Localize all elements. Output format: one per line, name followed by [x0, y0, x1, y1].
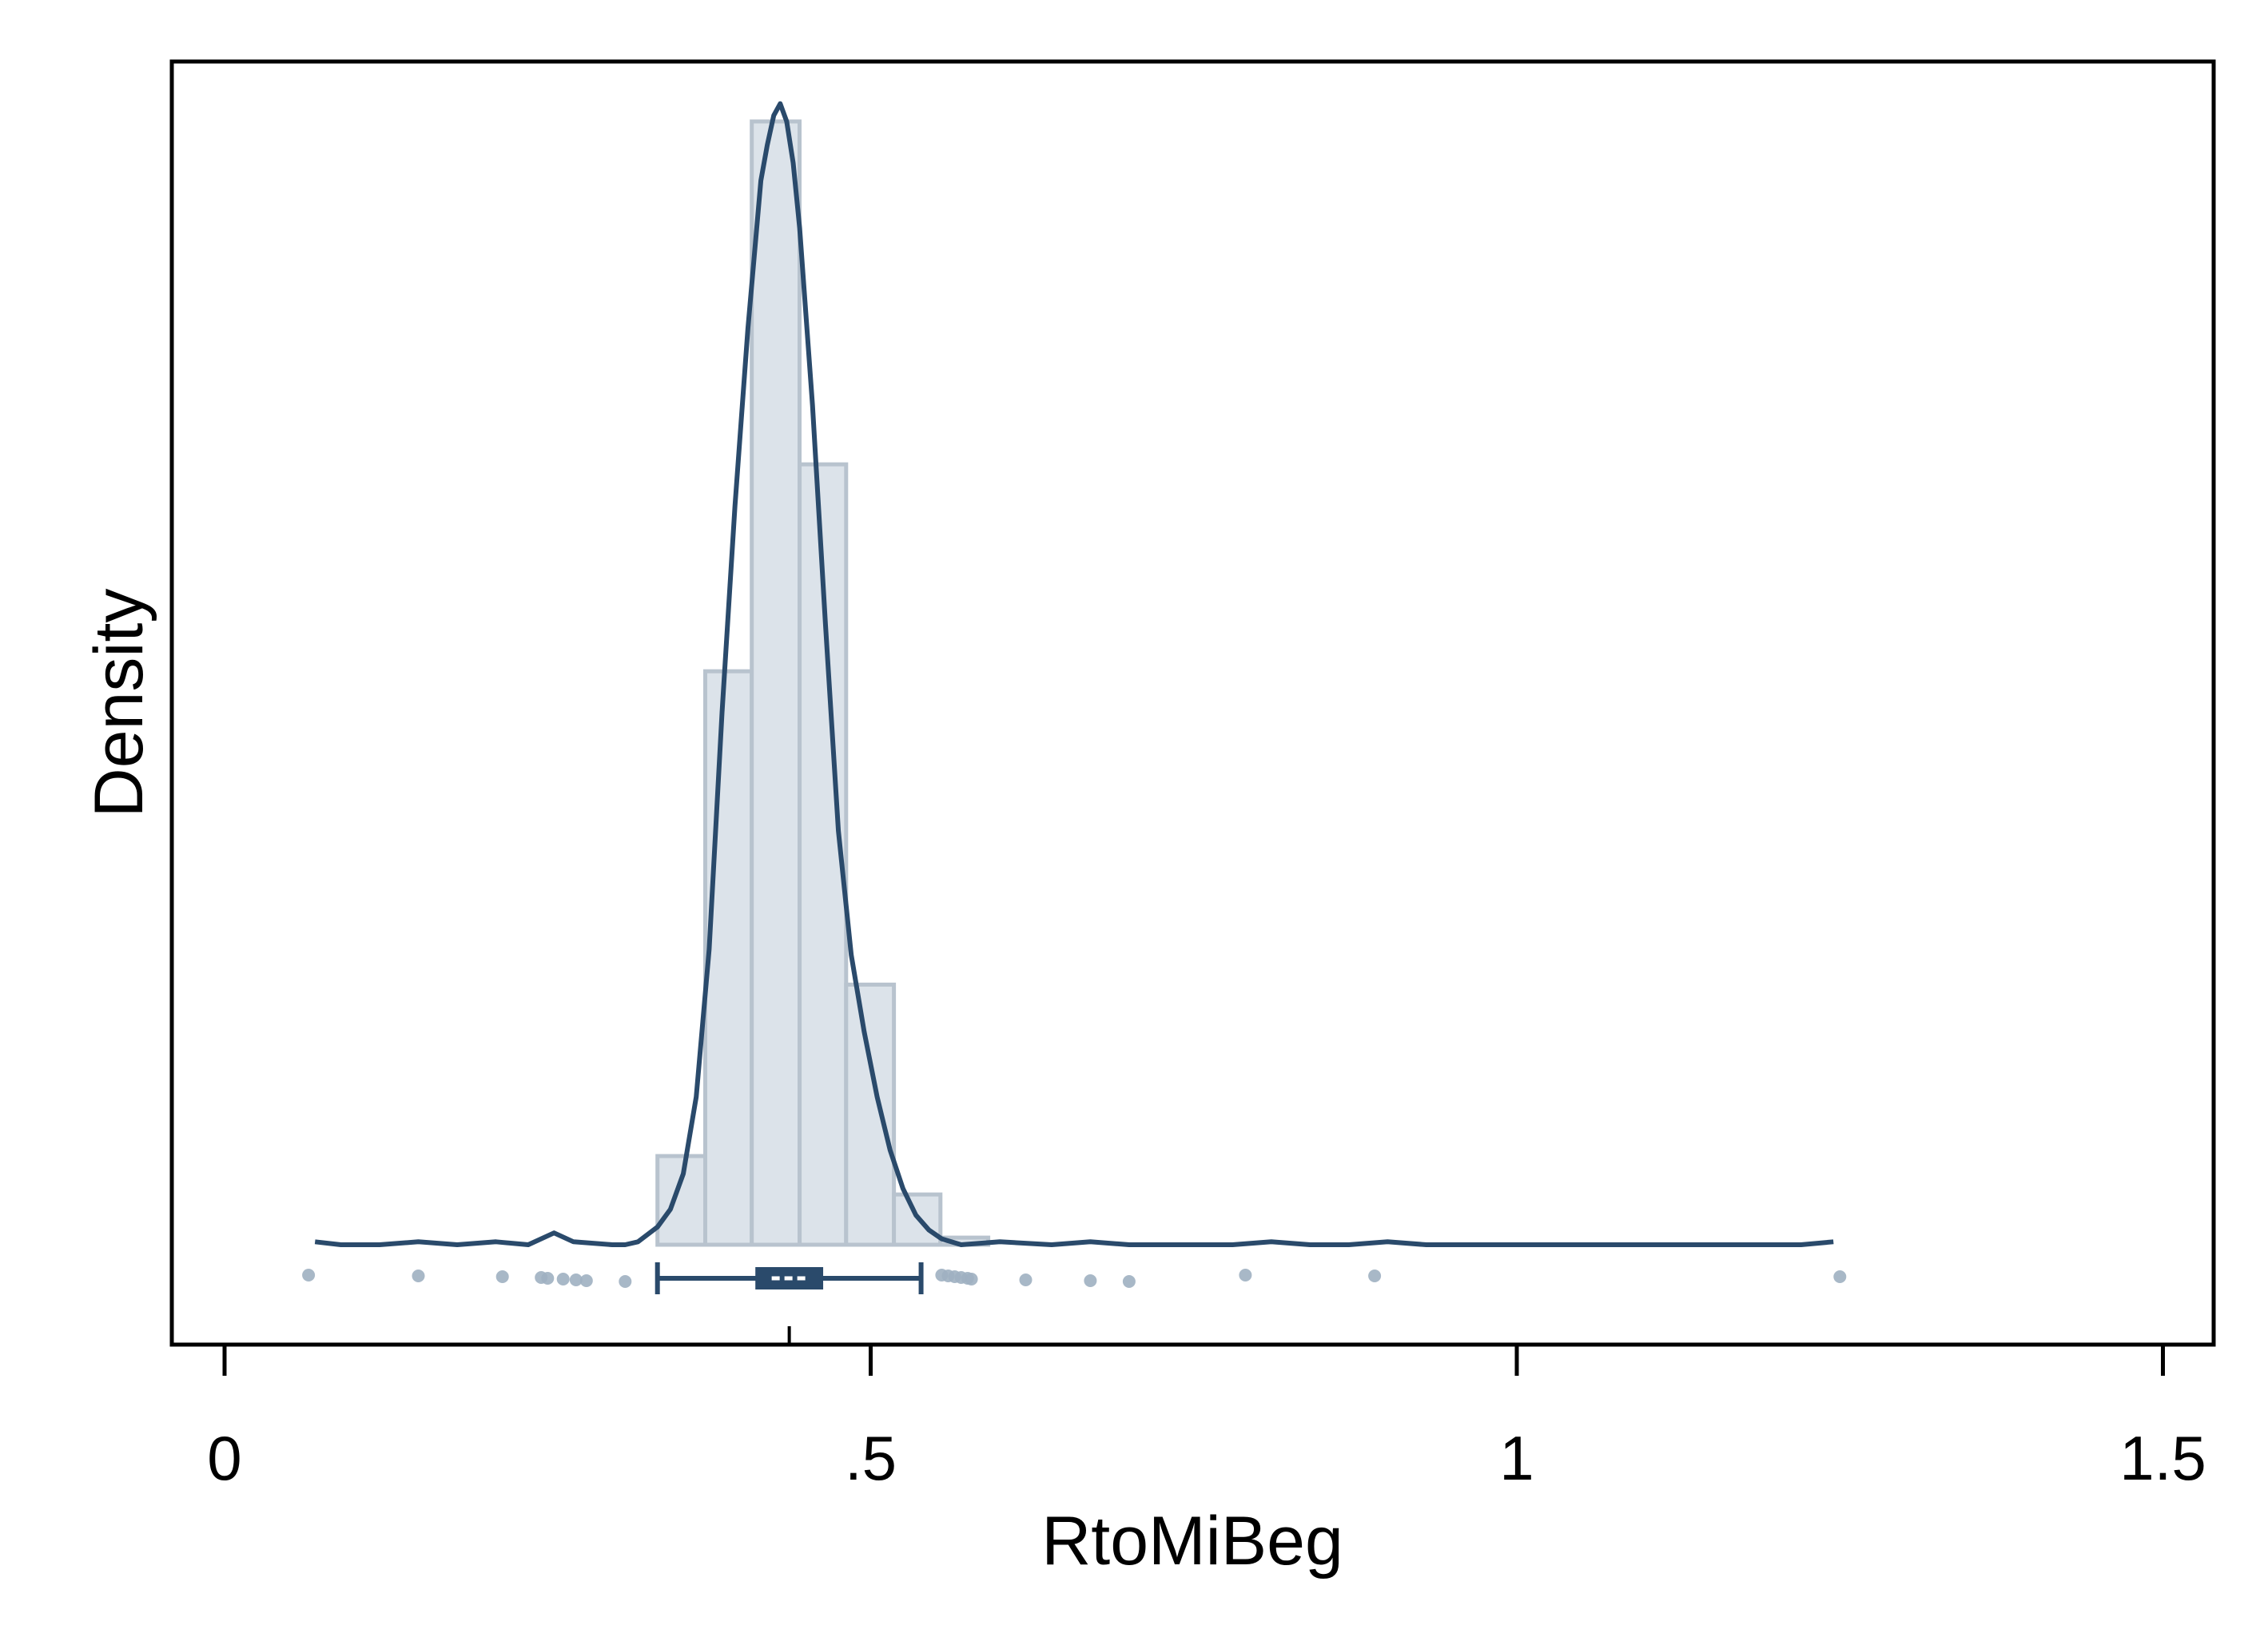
outlier-point — [1239, 1269, 1252, 1281]
outlier-point — [556, 1273, 570, 1285]
outlier-point — [1368, 1270, 1382, 1282]
outlier-point — [412, 1270, 425, 1282]
x-tick-label: 1 — [1499, 1423, 1534, 1493]
outlier-point — [569, 1274, 583, 1286]
histogram-bar-0 — [655, 1154, 708, 1247]
histogram-bars — [655, 119, 991, 1247]
outlier-points — [302, 1269, 1847, 1288]
outlier-point — [1019, 1274, 1033, 1286]
histogram-bar-1 — [703, 669, 754, 1247]
x-axis-ticks: 0 .5 1 1.5 — [207, 1345, 2206, 1493]
x-tick-label: 1.5 — [2119, 1423, 2206, 1493]
histogram-bar-4 — [844, 982, 897, 1247]
outlier-point — [302, 1269, 316, 1281]
density-curve-layer — [314, 101, 1834, 1247]
outlier-point — [1084, 1274, 1097, 1287]
outlier-point — [1833, 1270, 1847, 1283]
plot-frame — [169, 59, 2216, 1347]
y-axis-title: Density — [81, 589, 157, 818]
x-axis-title: RtoMiBeg — [1041, 1503, 1343, 1579]
x-tick-label: .5 — [845, 1423, 897, 1493]
outlier-point — [1122, 1275, 1136, 1288]
outlier-point — [579, 1274, 593, 1287]
histogram-bar-3 — [798, 462, 849, 1247]
boxplot-layer — [655, 1262, 924, 1345]
density-curve — [314, 101, 1834, 1247]
histogram-bar-2 — [750, 119, 802, 1247]
outlier-point — [541, 1272, 555, 1285]
outlier-point — [495, 1270, 509, 1283]
x-tick-label: 0 — [207, 1423, 241, 1493]
outlier-point — [965, 1273, 978, 1285]
outlier-point — [619, 1275, 632, 1288]
